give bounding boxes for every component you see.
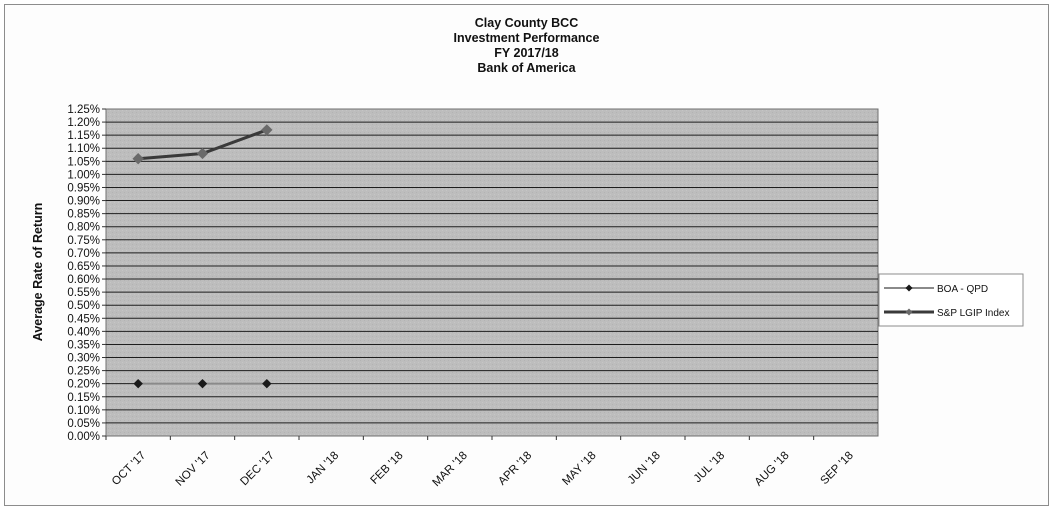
y-tick-label: 0.55% xyxy=(67,287,100,299)
y-tick-label: 0.85% xyxy=(67,209,100,221)
x-tick-label: MAY '18 xyxy=(560,450,598,488)
y-tick-label: 0.40% xyxy=(67,326,100,338)
y-axis-ticks: 0.00%0.05%0.10%0.15%0.20%0.25%0.30% 0.35%… xyxy=(67,104,106,443)
gridlines xyxy=(106,121,878,424)
series-boa-qpd xyxy=(133,378,272,389)
x-tick-label: JUL '18 xyxy=(692,450,728,486)
legend: BOA - QPD S&P LGIP Index xyxy=(878,273,1024,327)
chart-title-line-4: Bank of America xyxy=(477,61,576,75)
y-tick-label: 0.35% xyxy=(67,339,100,351)
legend-box xyxy=(878,273,1024,327)
y-tick-label: 0.65% xyxy=(67,261,100,273)
plot-area xyxy=(105,108,879,437)
y-tick-label: 0.95% xyxy=(67,182,100,194)
y-tick-label: 0.15% xyxy=(67,392,100,404)
x-tick-label: APR '18 xyxy=(496,450,534,488)
data-point xyxy=(197,378,208,389)
x-tick-label: SEP '18 xyxy=(818,450,855,487)
legend-swatch-marker xyxy=(905,308,913,316)
y-tick-label: 1.15% xyxy=(67,130,100,142)
y-tick-label: 1.10% xyxy=(67,143,100,155)
data-point xyxy=(132,152,144,165)
legend-swatch-marker xyxy=(905,284,913,292)
y-tick-label: 0.45% xyxy=(67,313,100,325)
y-axis-title: Average Rate of Return xyxy=(31,203,45,341)
y-tick-label: 0.20% xyxy=(67,379,100,391)
x-axis-ticks: OCT '17 NOV '17 DEC '17 JAN '18 FEB '18 MAR '… xyxy=(105,436,856,489)
y-tick-label: 1.05% xyxy=(67,156,100,168)
y-tick-label: 0.05% xyxy=(67,418,100,430)
y-tick-label: 1.25% xyxy=(67,104,100,116)
y-tick-label: 0.25% xyxy=(67,366,100,378)
y-tick-label: 0.75% xyxy=(67,235,100,247)
x-tick-label: DEC '17 xyxy=(238,450,277,489)
y-tick-label: 0.60% xyxy=(67,274,100,286)
y-tick-label: 1.00% xyxy=(67,169,100,181)
x-tick-label: OCT '17 xyxy=(110,450,148,488)
y-tick-label: 0.80% xyxy=(67,222,100,234)
y-tick-label: 0.90% xyxy=(67,196,100,208)
chart-title-line-2: Investment Performance xyxy=(453,31,600,45)
chart-title: Clay County BCC Investment Performance F… xyxy=(0,16,1053,76)
legend-entry-label: S&P LGIP Index xyxy=(937,308,1009,319)
data-point xyxy=(196,147,209,160)
x-tick-label: NOV '17 xyxy=(174,450,213,489)
x-tick-label: JUN '18 xyxy=(626,450,663,487)
data-point xyxy=(133,378,143,389)
x-tick-label: MAR '18 xyxy=(431,450,470,489)
x-tick-label: JAN '18 xyxy=(305,450,342,487)
y-tick-label: 0.00% xyxy=(67,431,100,443)
y-tick-label: 0.50% xyxy=(67,300,100,312)
legend-entry-label: BOA - QPD xyxy=(937,284,988,295)
y-tick-label: 0.10% xyxy=(67,405,100,417)
y-tick-label: 0.30% xyxy=(67,353,100,365)
x-tick-label: FEB '18 xyxy=(368,450,405,487)
series-layer xyxy=(132,124,273,389)
y-tick-label: 1.20% xyxy=(67,117,100,129)
data-point xyxy=(262,378,272,389)
series-sp-lgip-index xyxy=(132,124,273,165)
chart-title-line-3: FY 2017/18 xyxy=(494,46,559,60)
data-point xyxy=(261,124,273,136)
x-tick-label: AUG '18 xyxy=(753,450,792,489)
chart-title-line-1: Clay County BCC xyxy=(474,16,579,30)
y-tick-label: 0.70% xyxy=(67,248,100,260)
